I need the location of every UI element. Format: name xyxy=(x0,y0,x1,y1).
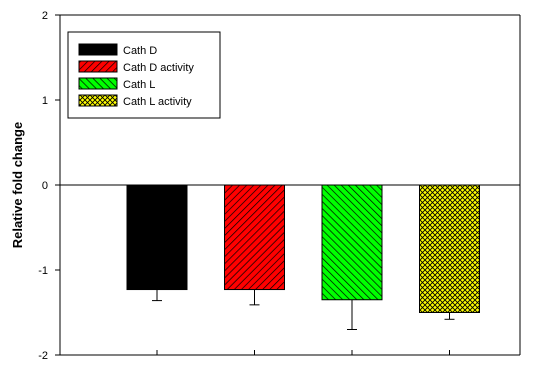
bar-cath-d xyxy=(126,184,188,291)
y-axis-label: Relative fold change xyxy=(10,122,25,248)
legend-swatch xyxy=(78,43,118,56)
bar-cath-l xyxy=(321,184,383,301)
y-tick-label: 1 xyxy=(42,95,48,107)
y-tick-label: -2 xyxy=(38,350,48,360)
bar-cath-l-activity xyxy=(419,184,480,313)
bar-cath-d-activity xyxy=(224,184,285,291)
y-tick-label: -1 xyxy=(38,265,48,277)
legend-label: Cath D activity xyxy=(123,62,194,74)
legend-swatch xyxy=(78,94,118,107)
y-tick-label: 2 xyxy=(42,10,48,22)
legend-label: Cath D xyxy=(123,45,157,57)
legend-swatch xyxy=(78,60,118,73)
legend-label: Cath L activity xyxy=(123,96,192,108)
legend-swatch xyxy=(78,77,118,90)
legend-label: Cath L xyxy=(123,79,155,91)
y-tick-label: 0 xyxy=(42,180,48,192)
